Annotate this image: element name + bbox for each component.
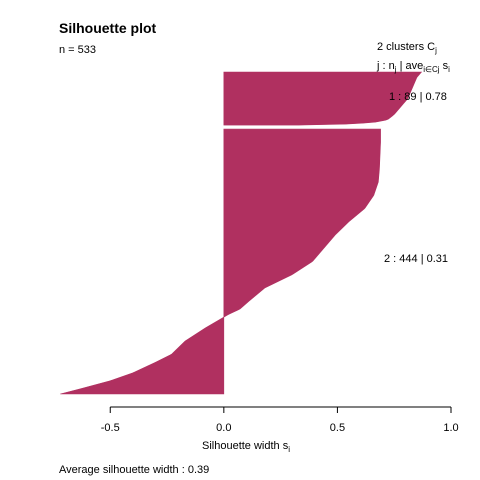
x-axis-label-sub: i bbox=[288, 445, 290, 454]
average-silhouette-label: Average silhouette width : 0.39 bbox=[59, 464, 210, 476]
legend-col-ave-sub: i∈Cj bbox=[423, 65, 440, 74]
x-tick-label: 1.0 bbox=[443, 422, 458, 434]
legend-col-s-sub: i bbox=[448, 65, 450, 74]
x-tick-label: -0.5 bbox=[101, 422, 120, 434]
cluster-1-label: 1 : 89 | 0.78 bbox=[389, 91, 447, 103]
legend-col-n: j : n bbox=[377, 60, 395, 72]
legend-header-clusters: 2 clusters Cj bbox=[377, 41, 437, 55]
x-axis-label: Silhouette width si bbox=[202, 440, 290, 454]
legend-header-clusters-sub: j bbox=[435, 46, 437, 55]
cluster-2-bars bbox=[60, 128, 381, 395]
legend-col-s: s bbox=[439, 60, 449, 72]
legend-col-n-sub: j bbox=[394, 65, 397, 74]
x-tick-label: 0.5 bbox=[330, 422, 345, 434]
legend-header-clusters-text: 2 clusters C bbox=[377, 41, 436, 53]
x-axis-label-text: Silhouette width s bbox=[202, 440, 289, 452]
cluster-1-bars bbox=[223, 71, 423, 126]
legend-col-ave: | ave bbox=[396, 60, 424, 72]
legend-header-columns: j : nj | avei∈Cj si bbox=[377, 60, 450, 74]
cluster-2-label: 2 : 444 | 0.31 bbox=[384, 253, 449, 265]
sample-size-label: n = 533 bbox=[59, 44, 97, 56]
x-tick-label: 0.0 bbox=[216, 422, 231, 434]
chart-title: Silhouette plot bbox=[59, 20, 157, 36]
